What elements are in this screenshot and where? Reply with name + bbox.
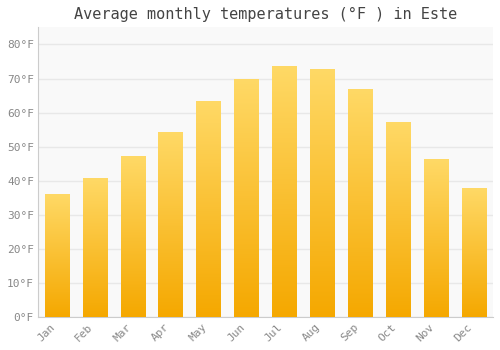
Bar (272, 66, 297, 317)
Bar (120, 157, 145, 317)
Bar (310, 70, 335, 317)
Bar (348, 90, 372, 317)
Bar (196, 103, 221, 317)
Bar (44, 195, 70, 317)
Bar (82, 179, 108, 317)
Bar (158, 133, 183, 317)
Title: Average monthly temperatures (°F ) in Este: Average monthly temperatures (°F ) in Es… (74, 7, 457, 22)
Bar (424, 160, 448, 317)
Bar (234, 80, 259, 317)
Bar (462, 189, 486, 317)
Bar (386, 123, 410, 317)
